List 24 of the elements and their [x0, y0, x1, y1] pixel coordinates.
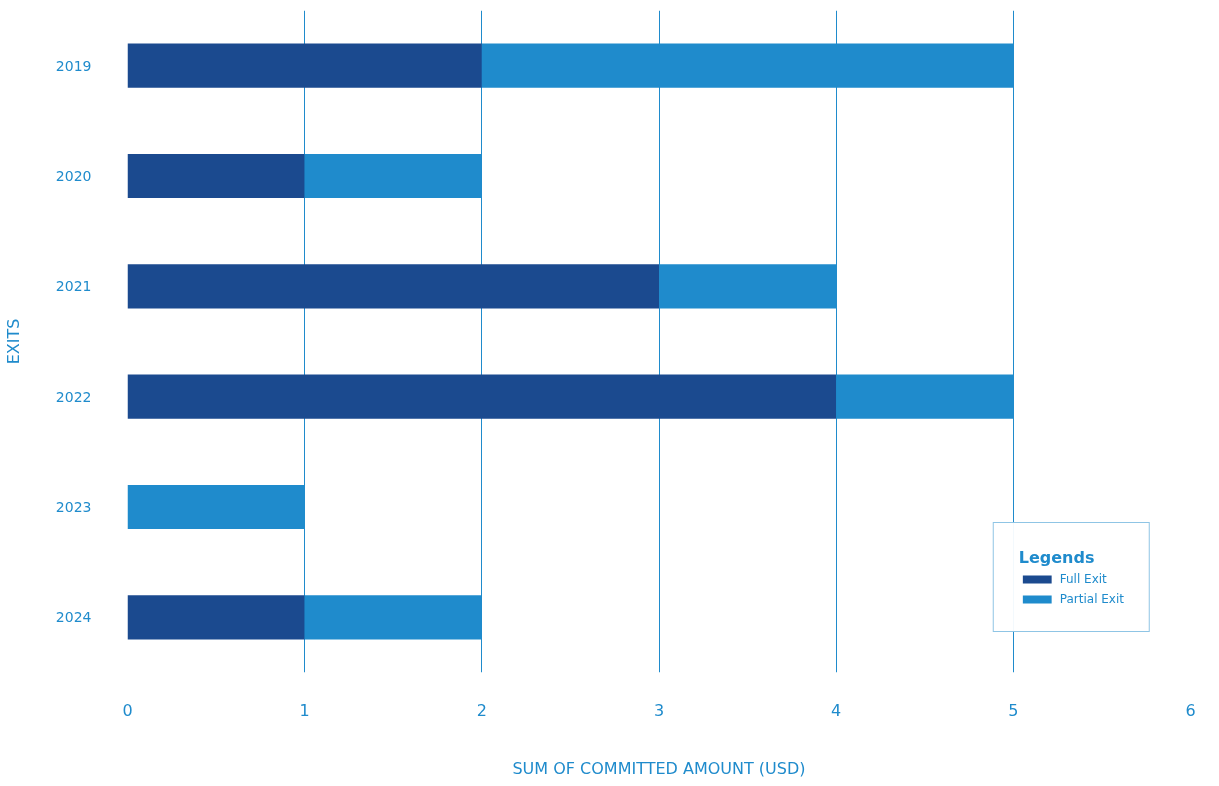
- y-tick-label: 2021: [55, 278, 92, 295]
- y-tick-label: 2023: [55, 499, 92, 515]
- bar: [127, 374, 837, 419]
- x-tick-label: 5: [1008, 700, 1019, 720]
- x-tick-label: 1: [299, 700, 310, 720]
- x-axis-title: SUM OF COMMITTED AMOUNT (USD): [512, 758, 806, 778]
- bar: [127, 595, 305, 640]
- bar: [127, 264, 659, 309]
- legend-label: Full Exit: [1059, 572, 1107, 586]
- y-axis-title: EXITS: [3, 318, 23, 365]
- bar: [127, 153, 305, 199]
- y-tick-label: 2020: [55, 168, 92, 184]
- y-tick-label: 2019: [55, 57, 92, 74]
- y-tick-label: 2024: [55, 609, 92, 626]
- x-tick-label: 2: [476, 700, 487, 720]
- x-tick-label: 0: [122, 700, 133, 720]
- legend-title: Legends: [1018, 548, 1096, 567]
- x-tick-label: 4: [831, 700, 842, 720]
- x-tick-label: 3: [653, 700, 665, 720]
- y-tick-label: 2022: [55, 388, 92, 405]
- x-tick-label: 6: [1185, 700, 1196, 720]
- bar: [659, 264, 837, 309]
- bar: [127, 43, 482, 88]
- legend-label: Partial Exit: [1059, 592, 1124, 606]
